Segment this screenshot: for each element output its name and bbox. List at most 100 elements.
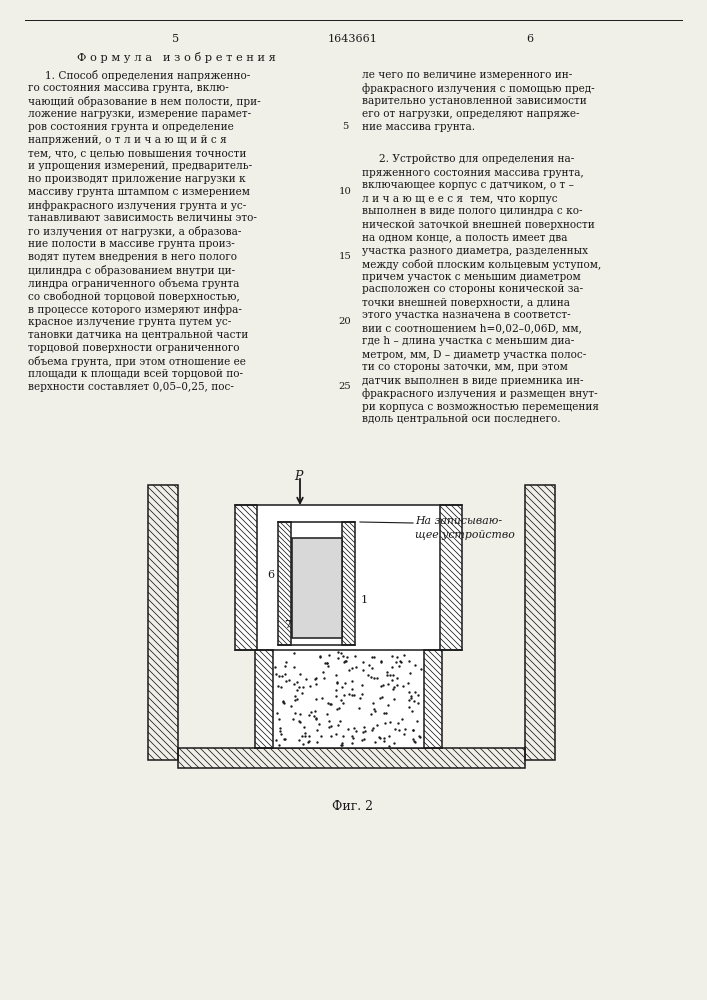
Point — [403, 692, 414, 708]
Text: выполнен в виде полого цилиндра с ко-: выполнен в виде полого цилиндра с ко- — [362, 207, 583, 217]
Point — [325, 696, 337, 712]
Point — [300, 725, 311, 741]
Point — [285, 698, 296, 714]
Point — [313, 716, 325, 732]
Point — [273, 678, 284, 694]
Text: Фиг. 2: Фиг. 2 — [332, 800, 373, 813]
Text: точки внешней поверхности, а длина: точки внешней поверхности, а длина — [362, 298, 570, 308]
Point — [322, 695, 334, 711]
Point — [330, 726, 341, 742]
Text: красное излучение грунта путем ус-: красное излучение грунта путем ус- — [28, 317, 231, 327]
Text: линдра ограниченного объема грунта: линдра ограниченного объема грунта — [28, 278, 240, 289]
Point — [325, 718, 337, 734]
Point — [395, 654, 407, 670]
Text: в процессе которого измеряют инфра-: в процессе которого измеряют инфра- — [28, 304, 242, 315]
Point — [274, 711, 285, 727]
Point — [349, 648, 361, 664]
Point — [349, 687, 360, 703]
Point — [407, 722, 419, 738]
Point — [365, 706, 376, 722]
Text: 20: 20 — [339, 317, 351, 326]
Point — [378, 677, 389, 693]
Point — [404, 665, 416, 681]
Point — [276, 668, 287, 684]
Text: 1643661: 1643661 — [328, 34, 378, 44]
Point — [291, 674, 303, 690]
Point — [374, 730, 385, 746]
Point — [375, 690, 386, 706]
Text: 6: 6 — [267, 570, 274, 580]
Text: между собой плоским кольцевым уступом,: между собой плоским кольцевым уступом, — [362, 258, 601, 269]
Bar — [278, 522, 291, 645]
Point — [279, 666, 291, 682]
Point — [298, 736, 309, 752]
Point — [280, 731, 291, 747]
Text: инфракрасного излучения грунта и ус-: инфракрасного излучения грунта и ус- — [28, 200, 246, 211]
Point — [387, 681, 398, 697]
Point — [346, 687, 358, 703]
Bar — [440, 505, 462, 650]
Point — [354, 690, 365, 706]
Text: включающее корпус с датчиком, о т –: включающее корпус с датчиком, о т – — [362, 180, 574, 190]
Point — [289, 688, 300, 704]
Point — [294, 714, 305, 730]
Point — [372, 670, 383, 686]
Point — [392, 715, 404, 731]
Point — [321, 655, 332, 671]
Point — [339, 675, 351, 691]
Text: го состояния массива грунта, вклю-: го состояния массива грунта, вклю- — [28, 83, 229, 93]
Point — [387, 659, 398, 675]
Point — [392, 670, 403, 686]
Bar — [292, 538, 342, 638]
Text: площади к площади всей торцовой по-: площади к площади всей торцовой по- — [28, 369, 243, 379]
Point — [335, 645, 346, 661]
Point — [274, 720, 286, 736]
Point — [310, 670, 321, 686]
Point — [358, 724, 369, 740]
Point — [283, 672, 294, 688]
Bar — [525, 485, 555, 760]
Text: 5: 5 — [173, 34, 180, 44]
Text: его от нагрузки, определяют напряже-: его от нагрузки, определяют напряже- — [362, 109, 580, 119]
Bar — [235, 505, 257, 650]
Point — [408, 722, 419, 738]
Point — [350, 723, 361, 739]
Point — [315, 648, 326, 664]
Point — [390, 654, 402, 670]
Point — [332, 717, 344, 733]
Point — [387, 667, 399, 683]
Text: ров состояния грунта и определение: ров состояния грунта и определение — [28, 122, 234, 132]
Point — [366, 649, 378, 665]
Point — [346, 660, 358, 676]
Point — [403, 684, 414, 700]
Point — [336, 737, 347, 753]
Point — [337, 735, 348, 751]
Point — [273, 668, 284, 684]
Text: но производят приложение нагрузки к: но производят приложение нагрузки к — [28, 174, 245, 184]
Point — [277, 694, 288, 710]
Point — [278, 693, 289, 709]
Point — [309, 703, 320, 719]
Point — [410, 657, 421, 673]
Point — [397, 711, 408, 727]
Text: л и ч а ю щ е е с я  тем, что корпус: л и ч а ю щ е е с я тем, что корпус — [362, 194, 558, 204]
Bar — [278, 522, 355, 645]
Point — [393, 658, 404, 674]
Point — [380, 715, 391, 731]
Point — [348, 730, 359, 746]
Point — [359, 723, 370, 739]
Point — [379, 730, 390, 746]
Point — [358, 719, 370, 735]
Text: массиву грунта штампом с измерением: массиву грунта штампом с измерением — [28, 187, 250, 197]
Point — [315, 728, 327, 744]
Point — [408, 731, 419, 747]
Point — [356, 732, 368, 748]
Point — [310, 691, 322, 707]
Point — [368, 649, 380, 665]
Point — [368, 695, 379, 711]
Point — [303, 728, 315, 744]
Point — [378, 705, 390, 721]
Text: 5: 5 — [341, 122, 348, 131]
Text: 1. Способ определения напряженно-: 1. Способ определения напряженно- — [28, 70, 250, 81]
Point — [403, 699, 414, 715]
